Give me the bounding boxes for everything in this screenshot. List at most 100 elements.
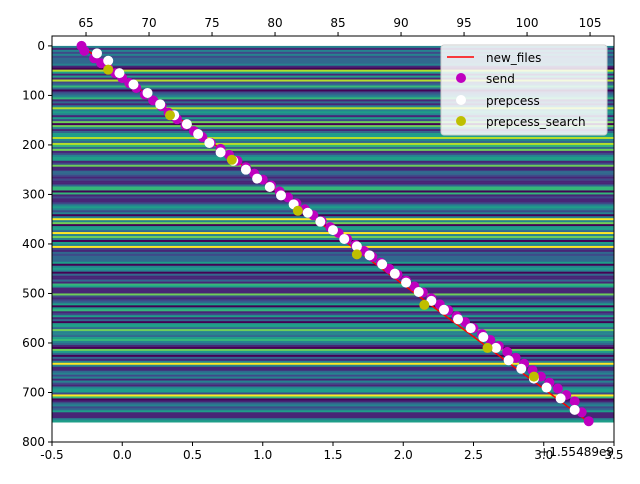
heatmap-band [52, 335, 614, 338]
heatmap-band [52, 352, 614, 356]
legend-label-prepcess-search: prepcess_search [486, 115, 586, 129]
heatmap-band [52, 406, 614, 409]
heatmap-band [52, 307, 614, 310]
point-prepcess [215, 147, 226, 158]
heatmap-band [52, 299, 614, 302]
y-tick-label: 100 [22, 88, 45, 102]
heatmap-band [52, 358, 614, 362]
heatmap-band [52, 267, 614, 270]
heatmap-band [52, 239, 614, 243]
heatmap-band [52, 91, 614, 94]
heatmap-band [52, 275, 614, 278]
point-prepcess [155, 99, 166, 110]
heatmap-band [52, 170, 614, 173]
heatmap-band [52, 390, 614, 393]
heatmap-band [52, 360, 614, 364]
heatmap-band [52, 180, 614, 183]
x-top-tick-label: 65 [78, 16, 93, 30]
heatmap-band [52, 370, 614, 373]
heatmap-band [52, 253, 614, 257]
point-prepcess [413, 286, 424, 297]
heatmap-band [52, 176, 614, 179]
heatmap-band [52, 325, 614, 328]
x-top-tick-label: 90 [393, 16, 408, 30]
point-prepcess-search [103, 64, 114, 75]
heatmap-band [52, 121, 614, 124]
point-prepcess-search [165, 110, 176, 121]
heatmap-band [52, 135, 614, 138]
heatmap-band [52, 340, 614, 344]
point-prepcess [252, 173, 263, 184]
heatmap-band [52, 293, 614, 296]
heatmap-band [52, 236, 614, 239]
heatmap-band [52, 73, 614, 76]
heatmap-band [52, 303, 614, 306]
x-top-tick-label: 105 [579, 16, 602, 30]
heatmap-band [52, 83, 614, 86]
point-send [502, 346, 513, 357]
heatmap-band [52, 319, 614, 322]
heatmap-band [52, 404, 614, 407]
heatmap-band [52, 263, 614, 267]
heatmap-band [52, 57, 614, 61]
heatmap-band [52, 281, 614, 284]
point-prepcess [142, 87, 153, 98]
heatmap-band [52, 125, 614, 128]
heatmap-band [52, 297, 614, 300]
heatmap-band [52, 202, 614, 205]
heatmap-band [52, 107, 614, 110]
heatmap-band [52, 51, 614, 55]
heatmap-band [52, 283, 614, 286]
heatmap-band [52, 247, 614, 251]
heatmap-band [52, 99, 614, 102]
heatmap-band [52, 210, 614, 213]
legend: new_files send prepcess prepcess_search [440, 44, 608, 136]
legend-label-send: send [486, 72, 515, 86]
heatmap-band [52, 212, 614, 215]
point-prepcess [389, 268, 400, 279]
heatmap-band [52, 277, 614, 280]
x-top-tick-label: 95 [456, 16, 471, 30]
point-prepcess-search [351, 249, 362, 260]
heatmap-band [52, 97, 614, 100]
point-prepcess [453, 314, 464, 325]
heatmap-band [52, 350, 614, 354]
heatmap-band [52, 368, 614, 372]
heatmap-band [52, 87, 614, 90]
point-prepcess [204, 137, 215, 148]
heatmap-band [52, 269, 614, 272]
point-prepcess [240, 164, 251, 175]
point-prepcess [516, 363, 527, 374]
heatmap-band [52, 362, 614, 366]
legend-marker-send [456, 73, 466, 83]
heatmap-band [52, 137, 614, 140]
heatmap-band [52, 329, 614, 332]
heatmap-band [52, 53, 614, 57]
heatmap-band [52, 287, 614, 290]
heatmap-band [52, 356, 614, 360]
point-send [569, 396, 580, 407]
heatmap-band [52, 364, 614, 368]
point-prepcess [193, 129, 204, 140]
heatmap-band [52, 208, 614, 211]
heatmap-band [52, 394, 614, 397]
heatmap-band [52, 388, 614, 391]
x-tick-label: -0.5 [40, 448, 63, 462]
heatmap-band [52, 79, 614, 82]
point-prepcess [555, 393, 566, 404]
point-prepcess [276, 190, 287, 201]
x-top-tick-label: 85 [330, 16, 345, 30]
x-tick-label: 1.0 [253, 448, 272, 462]
legend-marker-prepcess-search [456, 116, 466, 126]
heatmap-band [52, 311, 614, 314]
point-prepcess [103, 55, 114, 66]
heatmap-band [52, 400, 614, 403]
heatmap-band [52, 348, 614, 352]
heatmap-band [52, 150, 614, 154]
x-top-tick-label: 100 [516, 16, 539, 30]
point-prepcess [569, 404, 580, 415]
heatmap-band [52, 295, 614, 298]
heatmap-band [52, 156, 614, 160]
x-tick-label: 3.5 [604, 448, 623, 462]
heatmap-band [52, 129, 614, 132]
